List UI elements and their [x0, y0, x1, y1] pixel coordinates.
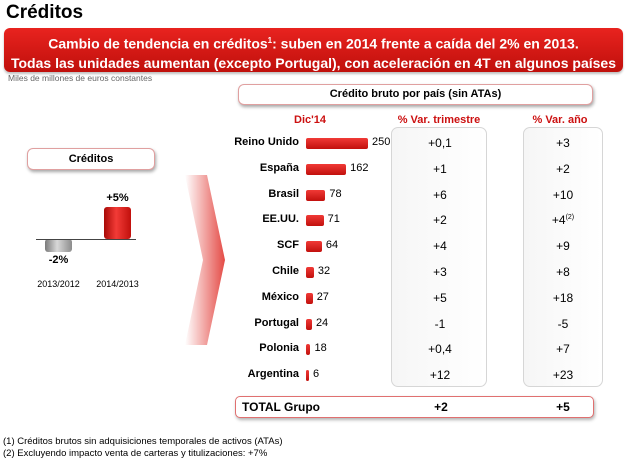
headline-line-1-text: Cambio de tendencia en créditos: [48, 35, 268, 52]
page-title: Créditos: [6, 2, 84, 23]
growth-bar-label: +5%: [106, 192, 129, 204]
year-change: +4(2): [551, 213, 575, 228]
col-header-value: Dic'14: [294, 114, 326, 126]
growth-baseline: [36, 239, 136, 240]
country-label: SCF: [277, 239, 299, 252]
chevron-arrow-icon: [185, 175, 225, 345]
country-label: Argentina: [247, 368, 299, 381]
quarter-panel: [391, 127, 487, 387]
quarter-change: +2: [433, 213, 447, 228]
footnote-2: (2) Excluyendo impacto venta de carteras…: [3, 448, 268, 459]
country-bar: [306, 189, 326, 201]
year-change: +23: [552, 368, 574, 383]
country-label: Chile: [272, 265, 299, 277]
total-quarter: +2: [434, 400, 448, 414]
country-label: EE.UU.: [262, 213, 299, 226]
col-header-year: % Var. año: [532, 114, 588, 126]
country-bar: [306, 344, 311, 356]
quarter-change: +4: [433, 239, 447, 254]
total-row: TOTAL Grupo +2 +5: [235, 396, 594, 418]
country-value: 18: [314, 342, 327, 355]
country-bar: [306, 215, 324, 227]
year-panel: [523, 127, 603, 387]
headline-line-2: Todas las unidades aumentan (excepto Por…: [10, 54, 616, 71]
country-label: España: [259, 161, 299, 174]
country-bar: [306, 163, 347, 175]
growth-bar: [45, 239, 72, 252]
country-bar: [306, 241, 322, 253]
quarter-change: +5: [433, 290, 447, 305]
country-label: México: [261, 290, 299, 303]
growth-category-label: 2013/2012: [37, 279, 80, 289]
country-value: 71: [327, 213, 340, 226]
country-bar: [306, 370, 309, 382]
total-year: +5: [556, 400, 570, 414]
country-label: Brasil: [268, 187, 299, 200]
quarter-change: -1: [434, 316, 446, 331]
headline-banner: Cambio de tendencia en créditos1: suben …: [4, 28, 623, 72]
year-change-footnote-ref: (2): [565, 214, 575, 222]
country-value: 250: [372, 136, 391, 148]
growth-bar: [104, 207, 131, 239]
footnote-1: (1) Créditos brutos sin adquisiciones te…: [3, 436, 283, 447]
quarter-change: +0,1: [428, 136, 452, 150]
quarter-change: +6: [433, 187, 447, 202]
quarter-change: +3: [433, 265, 447, 279]
right-chart-title: Crédito bruto por país (sin ATAs): [238, 84, 593, 105]
year-change: +2: [556, 161, 570, 176]
country-bar: [306, 292, 313, 304]
growth-bar-label: -2%: [48, 253, 69, 266]
headline-line-1-rest: : suben en 2014 frente a caída del 2% en…: [272, 35, 579, 52]
headline-footnote-ref: 1: [267, 36, 273, 45]
total-label: TOTAL Grupo: [242, 400, 320, 414]
year-change: +10: [552, 187, 574, 202]
country-label: Portugal: [254, 316, 299, 329]
country-value: 32: [317, 265, 331, 277]
year-change: +8: [556, 265, 570, 279]
unit-note: Miles de millones de euros constantes: [8, 73, 153, 83]
country-value: 162: [350, 161, 369, 174]
year-change: +18: [552, 290, 574, 305]
left-chart-title: Créditos: [27, 148, 155, 170]
country-bar: [306, 138, 368, 149]
headline-line-1: Cambio de tendencia en créditos1: suben …: [4, 31, 623, 54]
country-label: Polonia: [259, 342, 299, 355]
quarter-change: +12: [429, 368, 451, 383]
country-value: 6: [313, 368, 320, 381]
year-change: -5: [557, 316, 569, 331]
year-change: +9: [556, 239, 570, 254]
quarter-change: +0,4: [428, 342, 452, 357]
country-label: Reino Unido: [234, 136, 299, 148]
year-change: +3: [556, 136, 570, 150]
country-value: 27: [316, 290, 329, 303]
quarter-change: +1: [433, 161, 447, 176]
growth-category-label: 2014/2013: [96, 279, 139, 289]
growth-bar-chart: -2% 2013/2012 +5% 2014/2013: [0, 0, 200, 300]
country-value: 64: [325, 239, 339, 252]
year-change: +7: [556, 342, 570, 357]
country-bar: [306, 318, 312, 330]
country-value: 78: [329, 187, 342, 200]
country-bar: [306, 267, 314, 278]
col-header-quarter: % Var. trimestre: [397, 114, 481, 126]
country-value: 24: [315, 316, 329, 329]
